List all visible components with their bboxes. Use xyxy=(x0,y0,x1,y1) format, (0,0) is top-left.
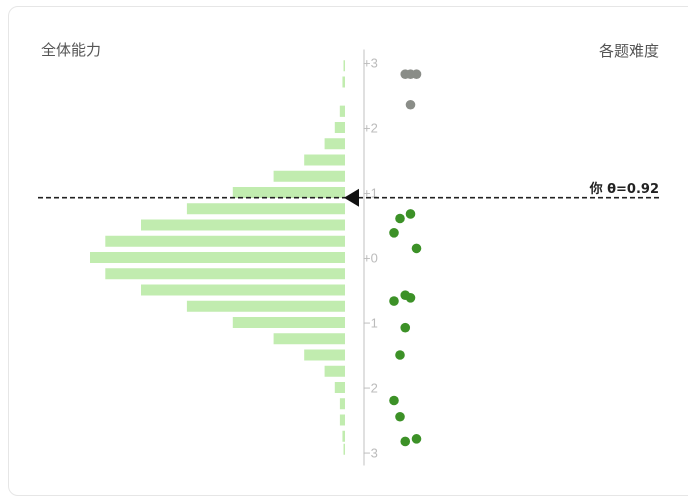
tick-label: −1 xyxy=(363,316,378,331)
ability-bar xyxy=(342,77,345,88)
you-theta-arrow xyxy=(344,189,359,207)
ability-bar xyxy=(141,220,345,231)
ability-bar xyxy=(141,285,345,296)
tick-label: +2 xyxy=(363,121,378,136)
ability-bar xyxy=(335,382,345,393)
tick-label: +3 xyxy=(363,56,378,71)
item-dot xyxy=(389,396,399,406)
ability-bar xyxy=(344,60,346,71)
ability-bar xyxy=(325,138,345,149)
ability-bar xyxy=(304,350,345,361)
item-dot xyxy=(412,69,422,79)
ability-bar xyxy=(187,203,345,214)
ability-bar xyxy=(187,301,345,312)
item-dot xyxy=(395,214,405,224)
item-dot xyxy=(400,437,410,447)
item-dot xyxy=(412,434,422,444)
ability-bar xyxy=(304,155,345,166)
ability-bar xyxy=(335,122,345,133)
tick-label: −3 xyxy=(363,446,378,461)
ability-bar xyxy=(325,366,345,377)
item-dot xyxy=(406,209,416,219)
ability-bar xyxy=(233,187,345,198)
tick-label: +0 xyxy=(363,251,378,266)
ability-bar xyxy=(105,268,345,279)
ability-bar xyxy=(90,252,345,263)
ability-bar xyxy=(340,415,345,426)
ability-bar xyxy=(340,106,345,117)
ability-bar xyxy=(340,398,345,409)
tick-label: −2 xyxy=(363,381,378,396)
item-dot xyxy=(389,228,399,238)
ability-bar xyxy=(105,236,345,247)
item-dot xyxy=(400,323,410,333)
item-dot xyxy=(389,296,399,306)
ability-bar xyxy=(274,171,345,182)
ability-bar xyxy=(342,431,345,442)
ability-bar xyxy=(344,444,346,455)
item-dot xyxy=(395,412,405,422)
item-dot xyxy=(395,350,405,360)
item-dot xyxy=(406,100,416,110)
item-dot xyxy=(412,244,422,254)
ability-bar xyxy=(233,317,345,328)
item-dot xyxy=(406,293,416,303)
ability-bar xyxy=(274,333,345,344)
